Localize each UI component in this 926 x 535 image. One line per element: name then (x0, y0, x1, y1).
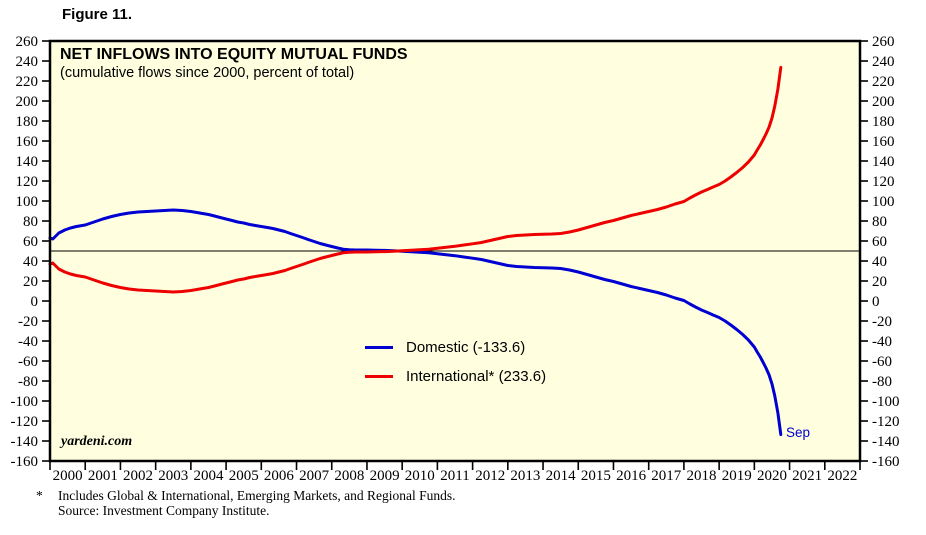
y-tick-label-right: -60 (872, 354, 892, 370)
international-legend-label: International* (233.6) (406, 368, 547, 385)
legend: Domestic (-133.6) International* (233.6) (365, 333, 546, 391)
x-tick-label: 2003 (158, 468, 188, 484)
y-tick-label-right: 80 (872, 214, 887, 230)
x-tick-label: 2019 (722, 468, 752, 484)
y-tick-label-right: 20 (872, 274, 887, 290)
y-tick-label-left: 180 (16, 114, 39, 130)
x-tick-label: 2010 (405, 468, 435, 484)
y-tick-label-right: 60 (872, 234, 887, 250)
x-tick-label: 2009 (370, 468, 400, 484)
y-tick-label-left: -60 (18, 354, 38, 370)
x-tick-label: 2006 (264, 468, 295, 484)
y-tick-label-right: -20 (872, 314, 892, 330)
y-tick-label-left: 140 (16, 154, 39, 170)
x-tick-label: 2016 (616, 468, 647, 484)
footnote-line2: Source: Investment Company Institute. (58, 503, 270, 518)
y-tick-label-left: 20 (23, 274, 38, 290)
y-tick-label-left: -80 (18, 374, 38, 390)
y-tick-label-right: -120 (872, 414, 900, 430)
x-tick-label: 2001 (88, 468, 118, 484)
footnote-line1: Includes Global & International, Emergin… (58, 488, 456, 503)
y-tick-label-left: -120 (11, 414, 39, 430)
x-tick-label: 2015 (581, 468, 611, 484)
y-tick-label-left: -100 (11, 394, 39, 410)
y-tick-label-left: 220 (16, 74, 39, 90)
x-tick-label: 2014 (546, 468, 577, 484)
y-tick-label-left: 260 (16, 34, 39, 50)
domestic-legend-label: Domestic (-133.6) (406, 339, 526, 356)
y-tick-label-right: 120 (872, 174, 895, 190)
domestic-legend-line (365, 346, 393, 349)
international-line (48, 65, 783, 294)
plot-frame (48, 39, 862, 463)
x-tick-label: 2002 (123, 468, 153, 484)
y-tick-label-right: -40 (872, 334, 892, 350)
watermark: yardeni.com (61, 434, 133, 449)
x-tick-label: 2021 (792, 468, 822, 484)
y-tick-label-left: 40 (23, 254, 38, 270)
y-tick-label-right: -160 (872, 454, 900, 470)
y-tick-label-left: 200 (16, 94, 39, 110)
y-tick-label-right: 220 (872, 74, 895, 90)
y-tick-label-right: 40 (872, 254, 887, 270)
x-tick-label: 2022 (827, 468, 857, 484)
x-tick-label: 2007 (299, 468, 330, 484)
y-tick-label-left: 120 (16, 174, 39, 190)
y-tick-label-left: -20 (18, 314, 38, 330)
footnote-text: Includes Global & International, Emergin… (58, 488, 456, 518)
x-tick-label: 2004 (193, 468, 224, 484)
y-tick-label-left: 240 (16, 54, 39, 70)
y-tick-label-right: 180 (872, 114, 895, 130)
y-tick-label-left: 0 (31, 294, 39, 310)
y-tick-label-left: 60 (23, 234, 38, 250)
figure-label: Figure 11. (62, 6, 133, 23)
x-tick-label: 2017 (651, 468, 682, 484)
x-tick-label: 2005 (229, 468, 259, 484)
legend-row-international: International* (233.6) (365, 362, 546, 391)
y-tick-label-left: -40 (18, 334, 38, 350)
x-tick-label: 2011 (440, 468, 469, 484)
y-tick-label-right: 140 (872, 154, 895, 170)
y-tick-label-left: 160 (16, 134, 39, 150)
y-tick-label-right: 100 (872, 194, 895, 210)
footnote-marker: * (36, 488, 43, 503)
y-tick-label-right: 260 (872, 34, 895, 50)
footnote: * Includes Global & International, Emerg… (36, 488, 456, 518)
x-tick-label: 2012 (475, 468, 505, 484)
international-legend-line (365, 375, 393, 378)
y-tick-label-right: -140 (872, 434, 900, 450)
y-tick-label-left: 100 (16, 194, 39, 210)
chart-subtitle: (cumulative flows since 2000, percent of… (60, 65, 355, 81)
y-tick-label-right: 200 (872, 94, 895, 110)
chart-title: NET INFLOWS INTO EQUITY MUTUAL FUNDS (60, 46, 408, 63)
x-tick-label: 2020 (757, 468, 787, 484)
x-tick-label: 2013 (510, 468, 540, 484)
y-tick-label-right: -100 (872, 394, 900, 410)
x-tick-label: 2008 (334, 468, 364, 484)
y-tick-label-left: -160 (11, 454, 39, 470)
legend-row-domestic: Domestic (-133.6) (365, 333, 546, 362)
y-tick-label-left: -140 (11, 434, 39, 450)
y-tick-label-right: 160 (872, 134, 895, 150)
y-tick-label-right: -80 (872, 374, 892, 390)
series-end-label: Sep (786, 425, 811, 440)
x-tick-label: 2000 (53, 468, 83, 484)
y-tick-label-left: 80 (23, 214, 38, 230)
y-tick-label-right: 240 (872, 54, 895, 70)
y-tick-label-right: 0 (872, 294, 880, 310)
x-tick-label: 2018 (687, 468, 717, 484)
